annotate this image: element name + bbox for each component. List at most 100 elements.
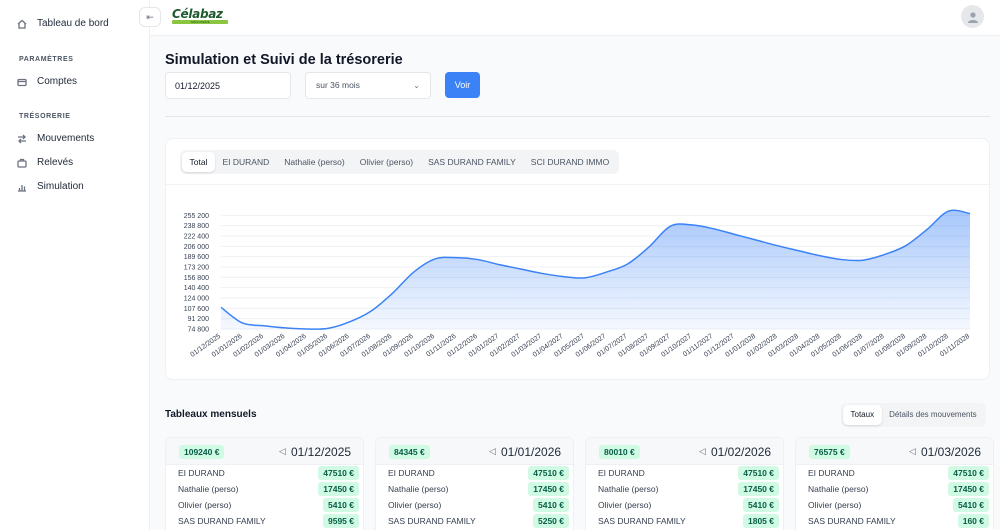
- table-row: Nathalie (perso) 17450 €: [376, 481, 573, 497]
- row-value: 1805 €: [743, 514, 779, 528]
- chart-card: Total EI DURAND Nathalie (perso) Olivier…: [165, 138, 990, 380]
- period-select-value: sur 36 mois: [316, 80, 360, 90]
- row-value: 17450 €: [318, 482, 359, 496]
- row-label: SAS DURAND FAMILY: [178, 516, 266, 526]
- tab-details-mouvements[interactable]: Détails des mouvements: [889, 410, 977, 419]
- sidebar-item-label: Tableau de bord: [37, 18, 109, 29]
- row-value: 17450 €: [948, 482, 989, 496]
- month-card: 109240 € ◁ 01/12/2025 EI DURAND 47510 € Natha…: [165, 437, 364, 530]
- sidebar-item-comptes[interactable]: Comptes: [17, 76, 77, 87]
- month-total-badge: 76575 €: [809, 445, 850, 459]
- brand-logo[interactable]: Célabaz TRÉSORERIE: [172, 7, 228, 25]
- page-title: Simulation et Suivi de la trésorerie: [165, 52, 403, 68]
- table-row: EI DURAND 47510 €: [376, 465, 573, 481]
- y-tick-label: 222 400: [184, 234, 209, 241]
- y-tick-label: 173 200: [184, 265, 209, 272]
- row-label: Olivier (perso): [388, 500, 442, 510]
- tab-olivier[interactable]: Olivier (perso): [359, 157, 414, 167]
- row-value: 5410 €: [323, 498, 359, 512]
- row-value: 5410 €: [953, 498, 989, 512]
- month-card-header: 84345 € ◁ 01/01/2026: [376, 438, 573, 465]
- user-icon: [967, 11, 978, 23]
- month-card-header: 76575 € ◁ 01/03/2026: [796, 438, 993, 465]
- tab-sci-durand-immo[interactable]: SCI DURAND IMMO: [530, 157, 610, 167]
- table-row: EI DURAND 47510 €: [166, 465, 363, 481]
- transfer-arrows-icon: [18, 134, 26, 143]
- tab-ei-durand[interactable]: EI DURAND: [222, 157, 270, 167]
- voir-button[interactable]: Voir: [445, 72, 480, 98]
- date-input[interactable]: [165, 72, 291, 99]
- sidebar-item-releves[interactable]: Relevés: [17, 157, 73, 168]
- sidebar-collapse-icon: ⇤: [146, 11, 154, 22]
- row-label: SAS DURAND FAMILY: [388, 516, 476, 526]
- row-label: Nathalie (perso): [598, 484, 659, 494]
- topbar: ⇤ Célabaz TRÉSORERIE: [139, 0, 1000, 36]
- row-value: 5410 €: [743, 498, 779, 512]
- caret-left-icon[interactable]: ◁: [279, 446, 286, 456]
- y-tick-label: 206 000: [184, 244, 209, 251]
- table-row: Olivier (perso) 5410 €: [376, 497, 573, 513]
- table-row: SAS DURAND FAMILY 160 €: [796, 513, 993, 529]
- table-view-tabs: Totaux Détails des mouvements: [841, 403, 987, 427]
- y-tick-label: 189 600: [184, 254, 209, 261]
- wallet-icon: [17, 78, 27, 86]
- table-row: Olivier (perso) 5410 €: [166, 497, 363, 513]
- table-row: Nathalie (perso) 17450 €: [586, 481, 783, 497]
- row-value: 17450 €: [738, 482, 779, 496]
- treasury-area-chart: 74 800 91 200 107 600 124 000 140 400 156 800…: [184, 209, 971, 359]
- row-label: Olivier (perso): [598, 500, 652, 510]
- table-row: Nathalie (perso) 17450 €: [796, 481, 993, 497]
- tab-totaux[interactable]: Totaux: [843, 405, 882, 425]
- caret-left-icon[interactable]: ◁: [699, 446, 706, 456]
- logo-subtext: TRÉSORERIE: [172, 20, 228, 24]
- sidebar-item-mouvements[interactable]: Mouvements: [17, 133, 94, 144]
- table-row: Nathalie (perso) 17450 €: [166, 481, 363, 497]
- y-tick-label: 238 800: [184, 223, 209, 230]
- sidebar-item-label: Mouvements: [37, 133, 95, 144]
- y-tick-label: 107 600: [184, 306, 209, 313]
- tab-sas-durand-family[interactable]: SAS DURAND FAMILY: [428, 157, 516, 167]
- sidebar-collapse-button[interactable]: ⇤: [139, 7, 161, 27]
- period-select[interactable]: sur 36 mois ⌄: [305, 72, 431, 99]
- divider: [165, 116, 990, 117]
- section-heading-tresorerie: TRÉSORERIE: [19, 113, 71, 120]
- row-label: EI DURAND: [388, 468, 435, 478]
- home-icon: [17, 19, 27, 29]
- section-heading-parametres: PARAMÈTRES: [19, 56, 74, 63]
- month-card-header: 80010 € ◁ 01/02/2026: [586, 438, 783, 465]
- sidebar-item-simulation[interactable]: Simulation: [17, 181, 84, 192]
- row-label: EI DURAND: [178, 468, 225, 478]
- section-title-monthly-tables: Tableaux mensuels: [165, 409, 257, 420]
- row-value: 47510 €: [528, 466, 569, 480]
- month-date: 01/12/2025: [291, 445, 352, 459]
- month-date: 01/01/2026: [501, 445, 562, 459]
- caret-left-icon[interactable]: ◁: [489, 446, 496, 456]
- bar-chart-icon: [18, 184, 26, 192]
- avatar[interactable]: [961, 5, 984, 28]
- tab-nathalie[interactable]: Nathalie (perso): [284, 157, 345, 167]
- y-tick-label: 156 800: [184, 275, 209, 282]
- sidebar-item-dashboard[interactable]: Tableau de bord: [17, 18, 109, 29]
- table-row: EI DURAND 47510 €: [586, 465, 783, 481]
- row-label: Nathalie (perso): [808, 484, 869, 494]
- row-value: 47510 €: [738, 466, 779, 480]
- row-value: 47510 €: [948, 466, 989, 480]
- row-label: Nathalie (perso): [388, 484, 449, 494]
- row-value: 160 €: [957, 514, 989, 528]
- briefcase-icon: [17, 158, 27, 168]
- month-card: 80010 € ◁ 01/02/2026 EI DURAND 47510 € Nathal…: [585, 437, 784, 530]
- row-value: 47510 €: [318, 466, 359, 480]
- table-row: EI DURAND 47510 €: [796, 465, 993, 481]
- card-divider: [166, 184, 989, 185]
- row-value: 5250 €: [533, 514, 569, 528]
- tab-total[interactable]: Total: [182, 152, 215, 172]
- caret-left-icon[interactable]: ◁: [909, 446, 916, 456]
- chart-area-fill: [221, 210, 970, 330]
- month-date: 01/03/2026: [921, 445, 982, 459]
- y-tick-label: 255 200: [184, 213, 209, 220]
- y-tick-label: 91 200: [188, 316, 210, 323]
- table-row: Olivier (perso) 5410 €: [586, 497, 783, 513]
- row-label: Nathalie (perso): [178, 484, 239, 494]
- table-row: SAS DURAND FAMILY 1805 €: [586, 513, 783, 529]
- month-total-badge: 80010 €: [599, 445, 640, 459]
